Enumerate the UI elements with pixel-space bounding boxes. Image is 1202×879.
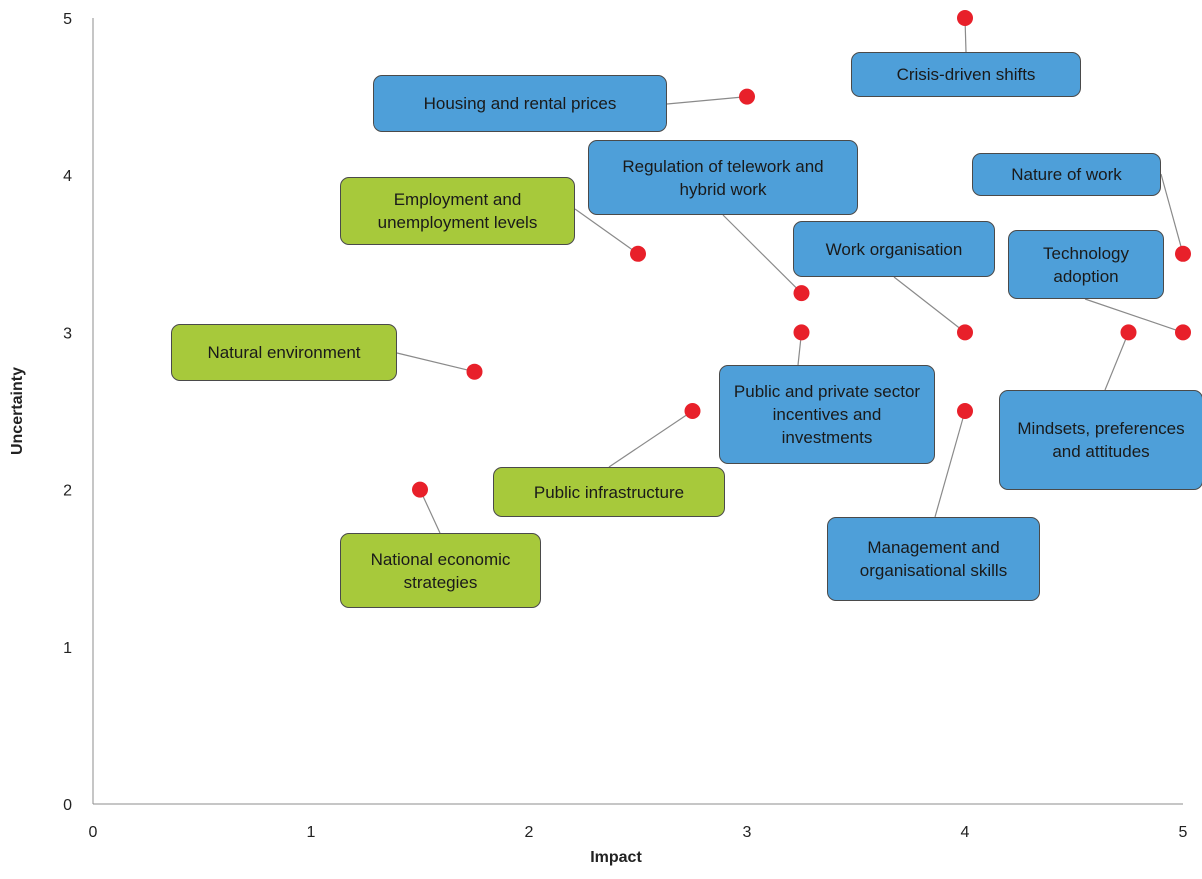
x-tick-label: 5 <box>1179 824 1188 841</box>
leader-line <box>574 208 639 255</box>
leader-line <box>1160 173 1184 254</box>
point-label: Mindsets, preferences and attitudes <box>999 390 1202 490</box>
leader-line <box>722 214 802 294</box>
point-label: Natural environment <box>171 324 397 381</box>
data-point <box>1175 245 1191 262</box>
data-point <box>412 481 428 498</box>
leader-lines <box>396 17 1184 534</box>
data-point <box>957 324 973 341</box>
point-label: Technology adoption <box>1008 230 1164 299</box>
point-label: Regulation of telework and hybrid work <box>588 140 858 215</box>
data-point <box>739 88 755 105</box>
data-point <box>793 324 810 341</box>
point-label: Work organisation <box>793 221 995 277</box>
point-label: Public infrastructure <box>493 467 725 517</box>
leader-line <box>666 96 748 105</box>
x-tick-label: 3 <box>743 824 752 841</box>
data-points <box>412 10 1191 498</box>
leader-line <box>608 410 693 468</box>
y-tick-label: 2 <box>63 483 72 500</box>
data-point <box>957 10 973 26</box>
y-tick-labels: 0 1 2 3 4 5 <box>63 11 72 814</box>
data-point <box>1175 324 1191 341</box>
y-tick-label: 0 <box>63 797 72 814</box>
leader-line <box>934 410 966 518</box>
data-point <box>1120 324 1137 341</box>
point-label: Management and organisational skills <box>827 517 1040 601</box>
y-tick-label: 5 <box>63 11 72 28</box>
data-point <box>684 403 701 419</box>
point-label: Housing and rental prices <box>373 75 667 132</box>
data-point <box>466 363 483 380</box>
leader-line <box>1084 298 1184 333</box>
y-tick-label: 4 <box>63 168 72 185</box>
y-tick-label: 3 <box>63 325 72 342</box>
point-label: Employment and unemployment levels <box>340 177 575 245</box>
x-tick-label: 4 <box>961 824 970 841</box>
point-label: National economic strategies <box>340 533 541 608</box>
x-tick-label: 1 <box>307 824 316 841</box>
x-axis-title: Impact <box>590 849 642 866</box>
data-point <box>630 245 646 262</box>
data-point <box>957 403 973 419</box>
leader-line <box>396 352 475 373</box>
point-label: Nature of work <box>972 153 1161 196</box>
y-tick-label: 1 <box>63 640 72 657</box>
x-tick-labels: 0 1 2 3 4 5 <box>89 824 1188 841</box>
point-label: Crisis-driven shifts <box>851 52 1081 97</box>
x-tick-label: 2 <box>525 824 534 841</box>
leader-line <box>893 276 966 333</box>
y-axis-title: Uncertainty <box>9 367 26 455</box>
x-tick-label: 0 <box>89 824 98 841</box>
point-label: Public and private sector incentives and… <box>719 365 935 464</box>
leader-line <box>1104 332 1130 391</box>
data-point <box>793 285 810 302</box>
